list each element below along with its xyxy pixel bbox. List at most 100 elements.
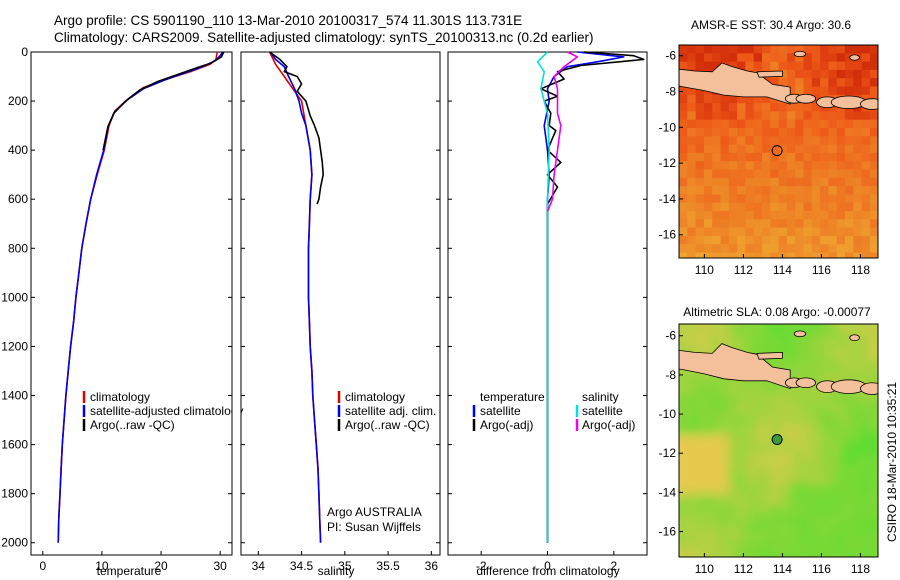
x-tick-label: 30 bbox=[213, 559, 227, 573]
y-tick-label: -10 bbox=[659, 120, 677, 134]
sst-map-axes: 110 112 114 116 118 -6 -8 -10 -12 -14 -16 bbox=[659, 49, 871, 277]
y-tick-label: -16 bbox=[659, 525, 677, 539]
island-shape bbox=[849, 54, 860, 61]
sst-map-title: AMSR-E SST: 30.4 Argo: 30.6 bbox=[691, 18, 851, 32]
java-island-shape bbox=[679, 343, 791, 390]
argo-position-marker bbox=[771, 145, 783, 157]
legend-label-sal-satellite: satellite bbox=[582, 404, 623, 418]
salinity-axis-label: salinity bbox=[318, 564, 355, 578]
difference-plot: -2 0 2 bbox=[448, 51, 647, 573]
x-tick-label: 35.5 bbox=[376, 559, 400, 573]
island-shape bbox=[860, 98, 878, 110]
credit-timestamp: CSIRO 18-Mar-2010 10:35:21 bbox=[885, 382, 899, 542]
x-tick-label: 110 bbox=[695, 562, 714, 576]
madura-island-shape bbox=[756, 351, 783, 360]
legend-label-climatology: climatology bbox=[90, 390, 150, 404]
y-tick-label: 0 bbox=[21, 45, 28, 59]
legend-label-temp-argo: Argo(-adj) bbox=[480, 418, 533, 432]
sla-map-title: Altimetric SLA: 0.08 Argo: -0.00077 bbox=[683, 305, 871, 319]
x-tick-label: 10 bbox=[95, 559, 109, 573]
x-tick-label: -2 bbox=[476, 559, 487, 573]
island-shape bbox=[795, 93, 816, 104]
island-shape bbox=[793, 50, 807, 58]
x-tick-label: 112 bbox=[734, 263, 753, 277]
salinity-plot-frame bbox=[240, 51, 441, 556]
y-tick-label: 800 bbox=[8, 241, 28, 255]
y-tick-label: -8 bbox=[665, 368, 676, 382]
y-tick-label: 200 bbox=[8, 94, 28, 108]
float-pi-annotation: PI: Susan Wijffels bbox=[327, 520, 421, 534]
madura-island-shape bbox=[756, 70, 783, 78]
temperature-plot-frame bbox=[30, 51, 233, 556]
island-shape bbox=[795, 377, 816, 389]
x-tick-label: 34 bbox=[252, 559, 266, 573]
y-tick-label: -10 bbox=[659, 407, 677, 421]
sst-map bbox=[679, 45, 878, 258]
salinity-legend: climatology satellite adj. clim. Argo(..… bbox=[337, 390, 436, 432]
legend-label-argo: Argo(..raw -QC) bbox=[90, 418, 175, 432]
temperature-plot: 0 10 20 30 0 200 400 600 800 1000 1200 1400 1600 1800… bbox=[1, 45, 232, 573]
temperature-legend: climatology satellite-adjusted climatolo… bbox=[82, 390, 243, 432]
series-line-argo-raw-qc bbox=[102, 51, 225, 151]
y-tick-label: -6 bbox=[665, 49, 676, 63]
difference-legend: temperature satellite Argo(-adj) salinit… bbox=[472, 390, 635, 432]
y-tick-label: -14 bbox=[659, 485, 677, 499]
x-tick-label: 118 bbox=[851, 562, 870, 576]
x-tick-label: 20 bbox=[154, 559, 168, 573]
x-tick-label: 34.5 bbox=[290, 559, 314, 573]
temperature-axis-label: temperature bbox=[97, 564, 162, 578]
float-owner-annotation: Argo AUSTRALIA bbox=[327, 505, 422, 519]
y-tick-label: -12 bbox=[659, 446, 677, 460]
x-tick-label: 0 bbox=[39, 559, 46, 573]
legend-group-temperature: temperature bbox=[480, 390, 545, 404]
island-shape bbox=[860, 382, 878, 395]
series-line-argo-raw-qc bbox=[269, 51, 325, 205]
island-shape bbox=[793, 330, 807, 338]
y-tick-label: 1000 bbox=[1, 290, 28, 304]
x-tick-label: 35 bbox=[338, 559, 352, 573]
y-tick-label: 1200 bbox=[1, 339, 28, 353]
y-tick-label: 2000 bbox=[1, 536, 28, 550]
legend-label-temp-satellite: satellite bbox=[480, 404, 521, 418]
series-line-satellite-adjusted-climatology bbox=[57, 51, 224, 543]
y-tick-label: 1400 bbox=[1, 389, 28, 403]
y-tick-label: 1800 bbox=[1, 487, 28, 501]
y-tick-label: -6 bbox=[665, 329, 676, 343]
legend-group-salinity: salinity bbox=[582, 390, 619, 404]
x-tick-label: 116 bbox=[812, 263, 831, 277]
series-line-satellite-adj-clim bbox=[269, 51, 322, 543]
x-tick-label: 118 bbox=[851, 263, 870, 277]
y-tick-label: -14 bbox=[659, 192, 677, 206]
island-shape bbox=[849, 334, 860, 342]
legend-label-satellite: satellite-adjusted climatology bbox=[90, 404, 243, 418]
legend-label-argo: Argo(..raw -QC) bbox=[345, 418, 430, 432]
x-tick-label: 114 bbox=[773, 562, 792, 576]
y-tick-label: -16 bbox=[659, 228, 677, 242]
x-tick-label: 116 bbox=[812, 562, 831, 576]
y-tick-label: 1600 bbox=[1, 438, 28, 452]
x-tick-label: 0 bbox=[544, 559, 551, 573]
x-tick-label: 112 bbox=[734, 562, 753, 576]
java-island-shape bbox=[679, 62, 791, 105]
sst-map-frame bbox=[678, 44, 879, 259]
x-tick-label: 36 bbox=[425, 559, 439, 573]
legend-label-sal-argo: Argo(-adj) bbox=[582, 418, 635, 432]
x-tick-label: 110 bbox=[695, 263, 714, 277]
argo-position-marker bbox=[771, 434, 783, 446]
climatology-title: Climatology: CARS2009. Satellite-adjuste… bbox=[54, 30, 594, 45]
y-tick-label: 600 bbox=[8, 192, 28, 206]
difference-axis-label: difference from climatology bbox=[476, 564, 619, 578]
y-tick-label: -8 bbox=[665, 85, 676, 99]
sla-map bbox=[679, 324, 878, 557]
salinity-plot: 34 34.5 35 35.5 36 bbox=[241, 51, 440, 573]
x-tick-label: 114 bbox=[773, 263, 792, 277]
legend-label-satellite: satellite adj. clim. bbox=[345, 404, 436, 418]
series-line-salinity-satellite bbox=[536, 51, 551, 543]
x-tick-label: 2 bbox=[610, 559, 617, 573]
sla-map-frame bbox=[678, 323, 879, 558]
sla-map-axes: 110 112 114 116 118 -6 -8 -10 -12 -14 -16 bbox=[659, 329, 871, 576]
legend-label-climatology: climatology bbox=[345, 390, 405, 404]
profile-title: Argo profile: CS 5901190_110 13-Mar-2010… bbox=[54, 13, 523, 28]
y-tick-label: -12 bbox=[659, 156, 677, 170]
